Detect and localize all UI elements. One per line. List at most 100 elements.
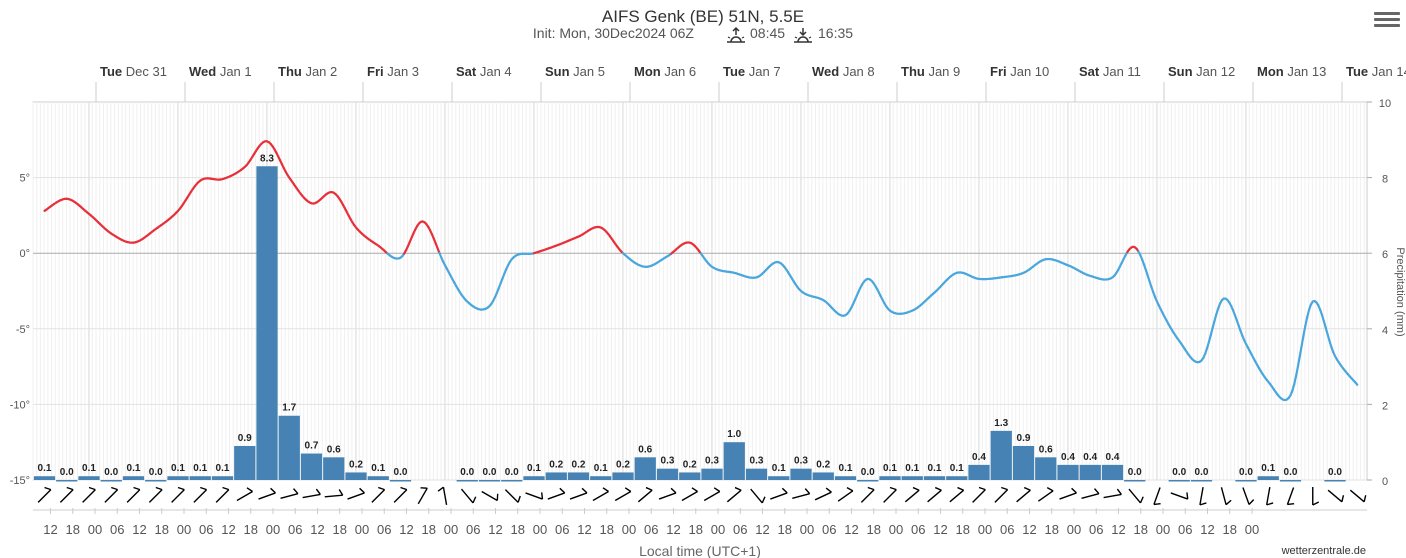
precip-data-label: 0.4 — [972, 452, 986, 463]
wind-barb-shaft — [837, 490, 854, 502]
precip-bar — [1035, 457, 1057, 480]
hour-tick-label: 00 — [177, 522, 191, 537]
precip-data-label: 0.3 — [705, 456, 719, 467]
hour-tick-label: 18 — [689, 522, 703, 537]
precip-bar — [634, 457, 656, 480]
precip-tick-label: 2 — [1382, 400, 1388, 412]
hour-tick-label: 12 — [666, 522, 680, 537]
wind-barb-icon — [883, 486, 897, 503]
precip-bar — [901, 476, 923, 480]
precip-data-label: 0.1 — [950, 463, 964, 474]
precip-data-label: 0.3 — [750, 456, 764, 467]
hour-tick-label: 06 — [466, 522, 480, 537]
wind-barb-shaft — [770, 492, 788, 500]
precip-data-label: 0.2 — [683, 459, 697, 470]
wind-barb-flag — [315, 488, 321, 495]
hour-tick-label: 18 — [867, 522, 881, 537]
wind-barb-shaft — [126, 489, 141, 503]
wind-barb-flag — [246, 487, 253, 493]
hour-tick-label: 18 — [155, 522, 169, 537]
wind-barb-flag — [804, 488, 811, 495]
hour-tick-label: 06 — [822, 522, 836, 537]
hour-tick-label: 06 — [555, 522, 569, 537]
wind-barb-flag — [359, 487, 365, 494]
precip-data-label: 0.4 — [1083, 452, 1097, 463]
wind-barb-icon — [525, 492, 544, 500]
hour-tick-label: 18 — [244, 522, 258, 537]
hour-tick-label: 06 — [733, 522, 747, 537]
hour-tick-label: 00 — [978, 522, 992, 537]
precip-data-label: 0.1 — [905, 463, 919, 474]
wind-barb-shaft — [442, 487, 448, 505]
wind-barb-flag — [1139, 496, 1144, 504]
hour-tick-label: 18 — [333, 522, 347, 537]
precip-tick-label: 0 — [1382, 476, 1388, 488]
day-label: Wed Jan 1 — [189, 64, 252, 79]
wind-barb-icon — [1242, 487, 1255, 505]
precip-data-label: 1.0 — [727, 429, 741, 440]
wind-barb-flag — [472, 496, 477, 504]
temperature-segment — [1355, 382, 1359, 386]
precip-data-label: 0.1 — [193, 463, 207, 474]
hour-tick-label: 12 — [1111, 522, 1125, 537]
precip-data-label: 0.0 — [104, 467, 118, 478]
precip-bar — [923, 476, 946, 480]
precip-bar — [323, 457, 345, 480]
wind-barb-icon — [703, 487, 721, 502]
wind-barb-icon — [637, 486, 653, 503]
precip-bar — [834, 476, 857, 480]
wind-barb-shaft — [949, 489, 965, 503]
precip-bar — [456, 480, 478, 482]
precip-bar — [656, 468, 679, 480]
wind-barb-icon — [324, 489, 344, 498]
wind-barb-flag — [1287, 502, 1295, 506]
hamburger-menu-icon[interactable] — [1374, 10, 1400, 34]
precip-bar — [701, 468, 723, 480]
precip-data-label: 0.9 — [238, 433, 252, 444]
precip-data-label: 0.1 — [527, 463, 541, 474]
wind-barb-shaft — [171, 489, 185, 503]
precip-bar — [256, 166, 278, 480]
precip-bar — [567, 472, 590, 480]
wind-barb-flag — [559, 487, 566, 494]
wind-barb-flag — [1363, 495, 1367, 502]
wind-barb-shaft — [302, 493, 321, 499]
wind-barb-flag — [867, 486, 875, 491]
wind-barb-icon — [614, 487, 632, 502]
precip-bar — [545, 472, 567, 480]
wind-barb-flag — [1046, 487, 1054, 492]
hour-tick-label: 06 — [377, 522, 391, 537]
precip-bar — [1012, 445, 1035, 480]
hour-tick-label: 12 — [399, 522, 413, 537]
wind-barb-flag — [889, 486, 897, 491]
precip-bars: 0.1 0.0 0.1 0.0 0.1 0.0 0.1 0.1 0.1 0.9 8.3 1.7 0.7 0… — [33, 153, 1346, 482]
wind-barb-icon — [1153, 487, 1161, 506]
precip-bar — [946, 476, 968, 480]
hour-tick-label: 00 — [1156, 522, 1170, 537]
hour-tick-label: 06 — [1089, 522, 1103, 537]
hour-tick-label: 18 — [1134, 522, 1148, 537]
hour-tick-label: 06 — [1178, 522, 1192, 537]
wind-barb-icon — [814, 487, 832, 501]
wind-barb-icon — [148, 486, 163, 503]
precip-data-label: 0.0 — [1328, 467, 1342, 478]
wind-barb-icon — [972, 486, 986, 503]
day-label: Tue Jan 14 — [1346, 64, 1406, 79]
wind-barb-flag — [602, 487, 609, 493]
wind-barb-shaft — [1199, 487, 1204, 505]
precip-bar — [278, 415, 300, 480]
precip-data-label: 0.0 — [394, 467, 408, 478]
precip-bar — [56, 480, 78, 482]
wind-barb-flag — [111, 486, 118, 491]
precip-data-label: 0.2 — [616, 459, 630, 470]
hour-tick-label: 00 — [266, 522, 280, 537]
precip-bar — [857, 480, 879, 482]
sunrise-time: 08:45 — [750, 25, 785, 41]
wind-barb-flag — [1023, 486, 1031, 491]
wind-barb-flag — [1093, 488, 1100, 495]
precip-bar — [145, 480, 167, 482]
precip-data-label: 0.1 — [772, 463, 786, 474]
wind-barb-shaft — [1037, 490, 1054, 502]
x-axis-title: Local time (UTC+1) — [639, 543, 761, 558]
temperature-segment — [1298, 344, 1303, 358]
